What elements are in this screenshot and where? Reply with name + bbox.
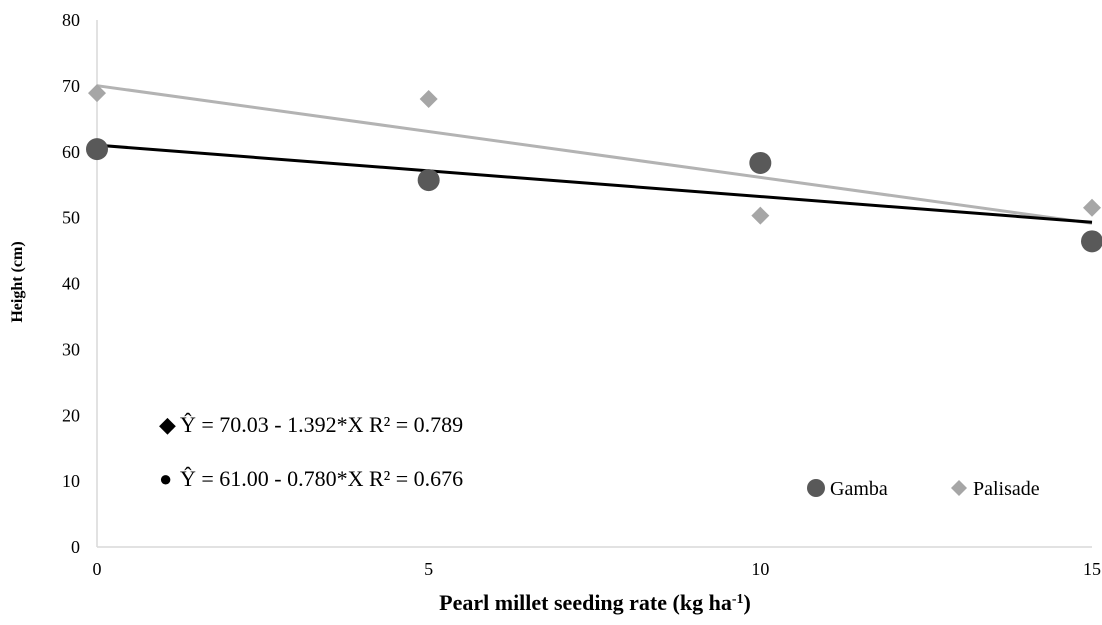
x-axis-title: Pearl millet seeding rate (kg ha-1) (439, 590, 751, 615)
equation-marker-palisade: ◆ (159, 412, 176, 437)
legend-label-palisade: Palisade (973, 478, 1040, 500)
legend-marker-palisade (951, 480, 967, 496)
equation-palisade: Ŷ = 70.03 - 1.392*X R² = 0.789 (180, 412, 463, 437)
y-tick-label: 80 (62, 10, 80, 30)
point-palisade (1083, 199, 1101, 217)
trendline-gamba (97, 145, 1092, 222)
legend-label-gamba: Gamba (830, 478, 888, 500)
point-gamba (749, 152, 771, 174)
point-palisade (751, 207, 769, 225)
data-points (86, 84, 1102, 252)
y-tick-label: 60 (62, 142, 80, 162)
point-gamba (86, 138, 108, 160)
equation-gamba: Ŷ = 61.00 - 0.780*X R² = 0.676 (180, 466, 463, 491)
y-tick-label: 40 (62, 274, 80, 294)
x-tick-label: 0 (93, 559, 102, 579)
equation-marker-gamba: ● (159, 466, 172, 491)
x-tick-label: 5 (424, 559, 433, 579)
x-tick-labels: 0 5 10 15 (93, 559, 1102, 579)
x-axis-title-main: Pearl millet seeding rate (kg ha (439, 590, 732, 615)
legend: Gamba Palisade (807, 478, 1040, 500)
y-tick-label: 10 (62, 471, 80, 491)
y-tick-labels: 0 10 20 30 40 50 60 70 80 (62, 10, 80, 557)
y-axis-title: Height (cm) (9, 241, 26, 322)
point-palisade (420, 90, 438, 108)
x-axis-title-end: ) (744, 590, 751, 615)
x-axis-title-superscript: -1 (732, 592, 744, 607)
y-tick-label: 20 (62, 405, 80, 425)
trendlines (97, 86, 1092, 224)
x-tick-label: 10 (751, 559, 769, 579)
equations: ◆ Ŷ = 70.03 - 1.392*X R² = 0.789 ● Ŷ = 61.0… (159, 412, 463, 491)
x-tick-label: 15 (1083, 559, 1101, 579)
legend-marker-gamba (807, 479, 825, 497)
trendline-palisade (97, 86, 1092, 224)
y-tick-label: 70 (62, 76, 80, 96)
point-gamba (1081, 230, 1102, 252)
y-tick-label: 50 (62, 208, 80, 228)
y-tick-label: 0 (71, 537, 80, 557)
y-tick-label: 30 (62, 339, 80, 359)
point-gamba (418, 169, 440, 191)
